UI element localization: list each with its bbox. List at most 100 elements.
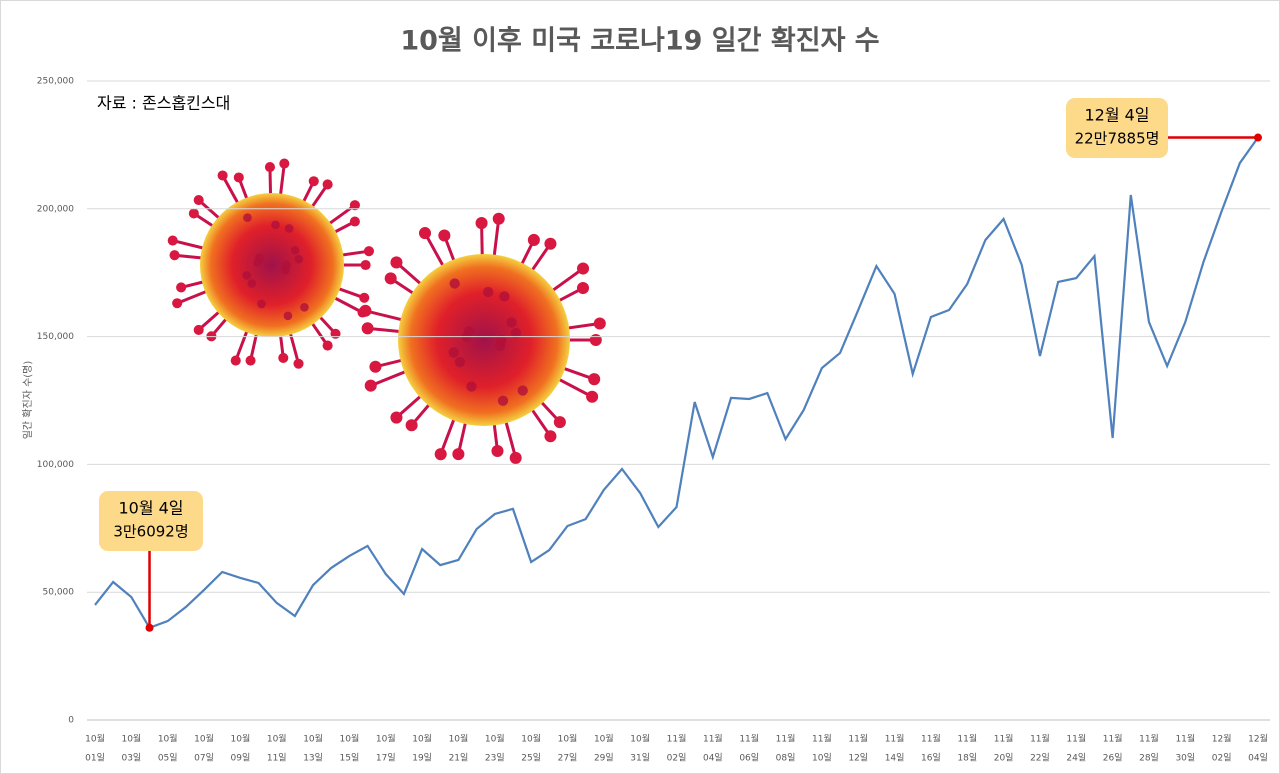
x-tick-label: 02일 <box>1212 753 1232 764</box>
x-tick-label: 11월 <box>921 733 941 745</box>
x-tick-label: 12월 <box>1248 733 1268 745</box>
x-tick-label: 11일 <box>267 753 287 764</box>
virus-spike-head <box>230 355 241 366</box>
x-tick-label: 28일 <box>1139 753 1159 764</box>
y-tick-label: 50,000 <box>43 588 75 598</box>
x-tick-label: 10월 <box>449 733 469 745</box>
virus-dot <box>483 286 494 298</box>
x-tick-label: 31일 <box>630 753 650 764</box>
callout-text: 12월 4일 <box>1084 106 1149 125</box>
chart-title: 10월 이후 미국 코로나19 일간 확진자 수 <box>400 26 879 57</box>
x-tick-label: 11월 <box>957 733 977 745</box>
x-tick-label: 21일 <box>449 753 469 764</box>
virus-dot <box>454 356 466 368</box>
virus-illustration <box>359 212 606 464</box>
virus-dot <box>290 245 300 255</box>
x-tick-label: 04일 <box>703 753 723 764</box>
virus-dot <box>284 224 294 233</box>
virus-spike-head <box>527 233 540 246</box>
highlight-point <box>145 623 154 632</box>
x-tick-label: 10월 <box>521 733 541 745</box>
virus-spike-head <box>359 292 370 303</box>
virus-dot <box>448 347 459 358</box>
y-tick-label: 0 <box>68 716 74 726</box>
x-tick-label: 16일 <box>921 753 941 764</box>
virus-spike-head <box>390 411 403 424</box>
virus-dot <box>247 279 257 288</box>
virus-dot <box>243 213 252 223</box>
virus-spike-head <box>217 170 228 181</box>
x-tick-label: 13일 <box>303 753 323 764</box>
x-tick-label: 10월 <box>158 733 178 745</box>
x-tick-label: 11월 <box>1175 733 1195 745</box>
virus-spike-head <box>593 317 606 330</box>
x-tick-label: 20일 <box>994 753 1014 764</box>
y-tick-label: 150,000 <box>37 332 74 342</box>
x-tick-label: 25일 <box>521 753 541 764</box>
virus-spike-head <box>492 212 505 225</box>
x-tick-label: 11월 <box>994 733 1014 745</box>
x-tick-label: 12월 <box>1212 733 1232 745</box>
virus-spike-head <box>167 235 178 246</box>
virus-dot <box>242 271 252 280</box>
virus-body <box>398 254 570 426</box>
x-tick-label: 10월 <box>231 733 251 745</box>
x-tick-label: 22일 <box>1030 753 1050 764</box>
x-tick-label: 23일 <box>485 753 505 764</box>
x-tick-label: 30일 <box>1175 753 1195 764</box>
virus-dot <box>466 381 477 392</box>
x-tick-label: 11월 <box>848 733 868 745</box>
virus-spike-head <box>576 282 590 295</box>
virus-dot <box>506 317 517 328</box>
x-tick-label: 07일 <box>194 753 214 764</box>
x-tick-label: 10일 <box>812 753 832 764</box>
x-tick-label: 10월 <box>376 733 396 745</box>
virus-spike-head <box>361 322 374 335</box>
virus-spike-head <box>369 360 382 373</box>
virus-spike-head <box>359 304 372 317</box>
callout-box <box>99 491 203 551</box>
x-tick-label: 10월 <box>121 733 141 745</box>
virus-dot <box>257 299 266 309</box>
x-tick-label: 12일 <box>848 753 868 764</box>
virus-dot <box>517 385 528 396</box>
x-tick-label: 10월 <box>267 733 287 745</box>
virus-spike-head <box>509 451 522 464</box>
x-tick-label: 11월 <box>667 733 687 745</box>
x-tick-label: 11월 <box>1139 733 1159 745</box>
virus-dot <box>494 340 506 352</box>
x-tick-label: 10월 <box>594 733 614 745</box>
virus-spike-head <box>405 419 418 432</box>
x-tick-label: 10월 <box>340 733 360 745</box>
y-tick-label: 100,000 <box>37 460 74 470</box>
virus-spike-head <box>360 259 371 271</box>
virus-spike-head <box>193 195 204 206</box>
virus-spike-head <box>491 444 504 458</box>
virus-spike-head <box>264 162 276 173</box>
x-tick-label: 10월 <box>485 733 505 745</box>
x-tick-label: 10월 <box>630 733 650 745</box>
virus-spike-head <box>245 355 256 366</box>
x-tick-label: 14일 <box>885 753 905 764</box>
virus-spike-head <box>293 358 304 369</box>
x-tick-label: 11월 <box>812 733 832 745</box>
virus-spike-head <box>172 298 183 309</box>
x-tick-label: 10월 <box>303 733 323 745</box>
x-tick-label: 11월 <box>703 733 723 745</box>
virus-spike-head <box>553 416 566 429</box>
x-tick-label: 01일 <box>85 753 105 764</box>
virus-dot <box>294 254 304 264</box>
virus-spike-head <box>438 229 451 242</box>
virus-spike-head <box>364 379 377 392</box>
virus-dot <box>497 395 509 406</box>
callout-box <box>1066 98 1168 158</box>
virus-spike-head <box>278 352 289 363</box>
virus-spike-head <box>418 227 432 240</box>
virus-spike-head <box>434 448 447 461</box>
x-tick-label: 03일 <box>121 753 141 764</box>
virus-spike-head <box>322 340 333 351</box>
virus-dot <box>499 291 510 302</box>
x-tick-label: 17일 <box>376 753 396 764</box>
x-tick-label: 26일 <box>1103 753 1123 764</box>
